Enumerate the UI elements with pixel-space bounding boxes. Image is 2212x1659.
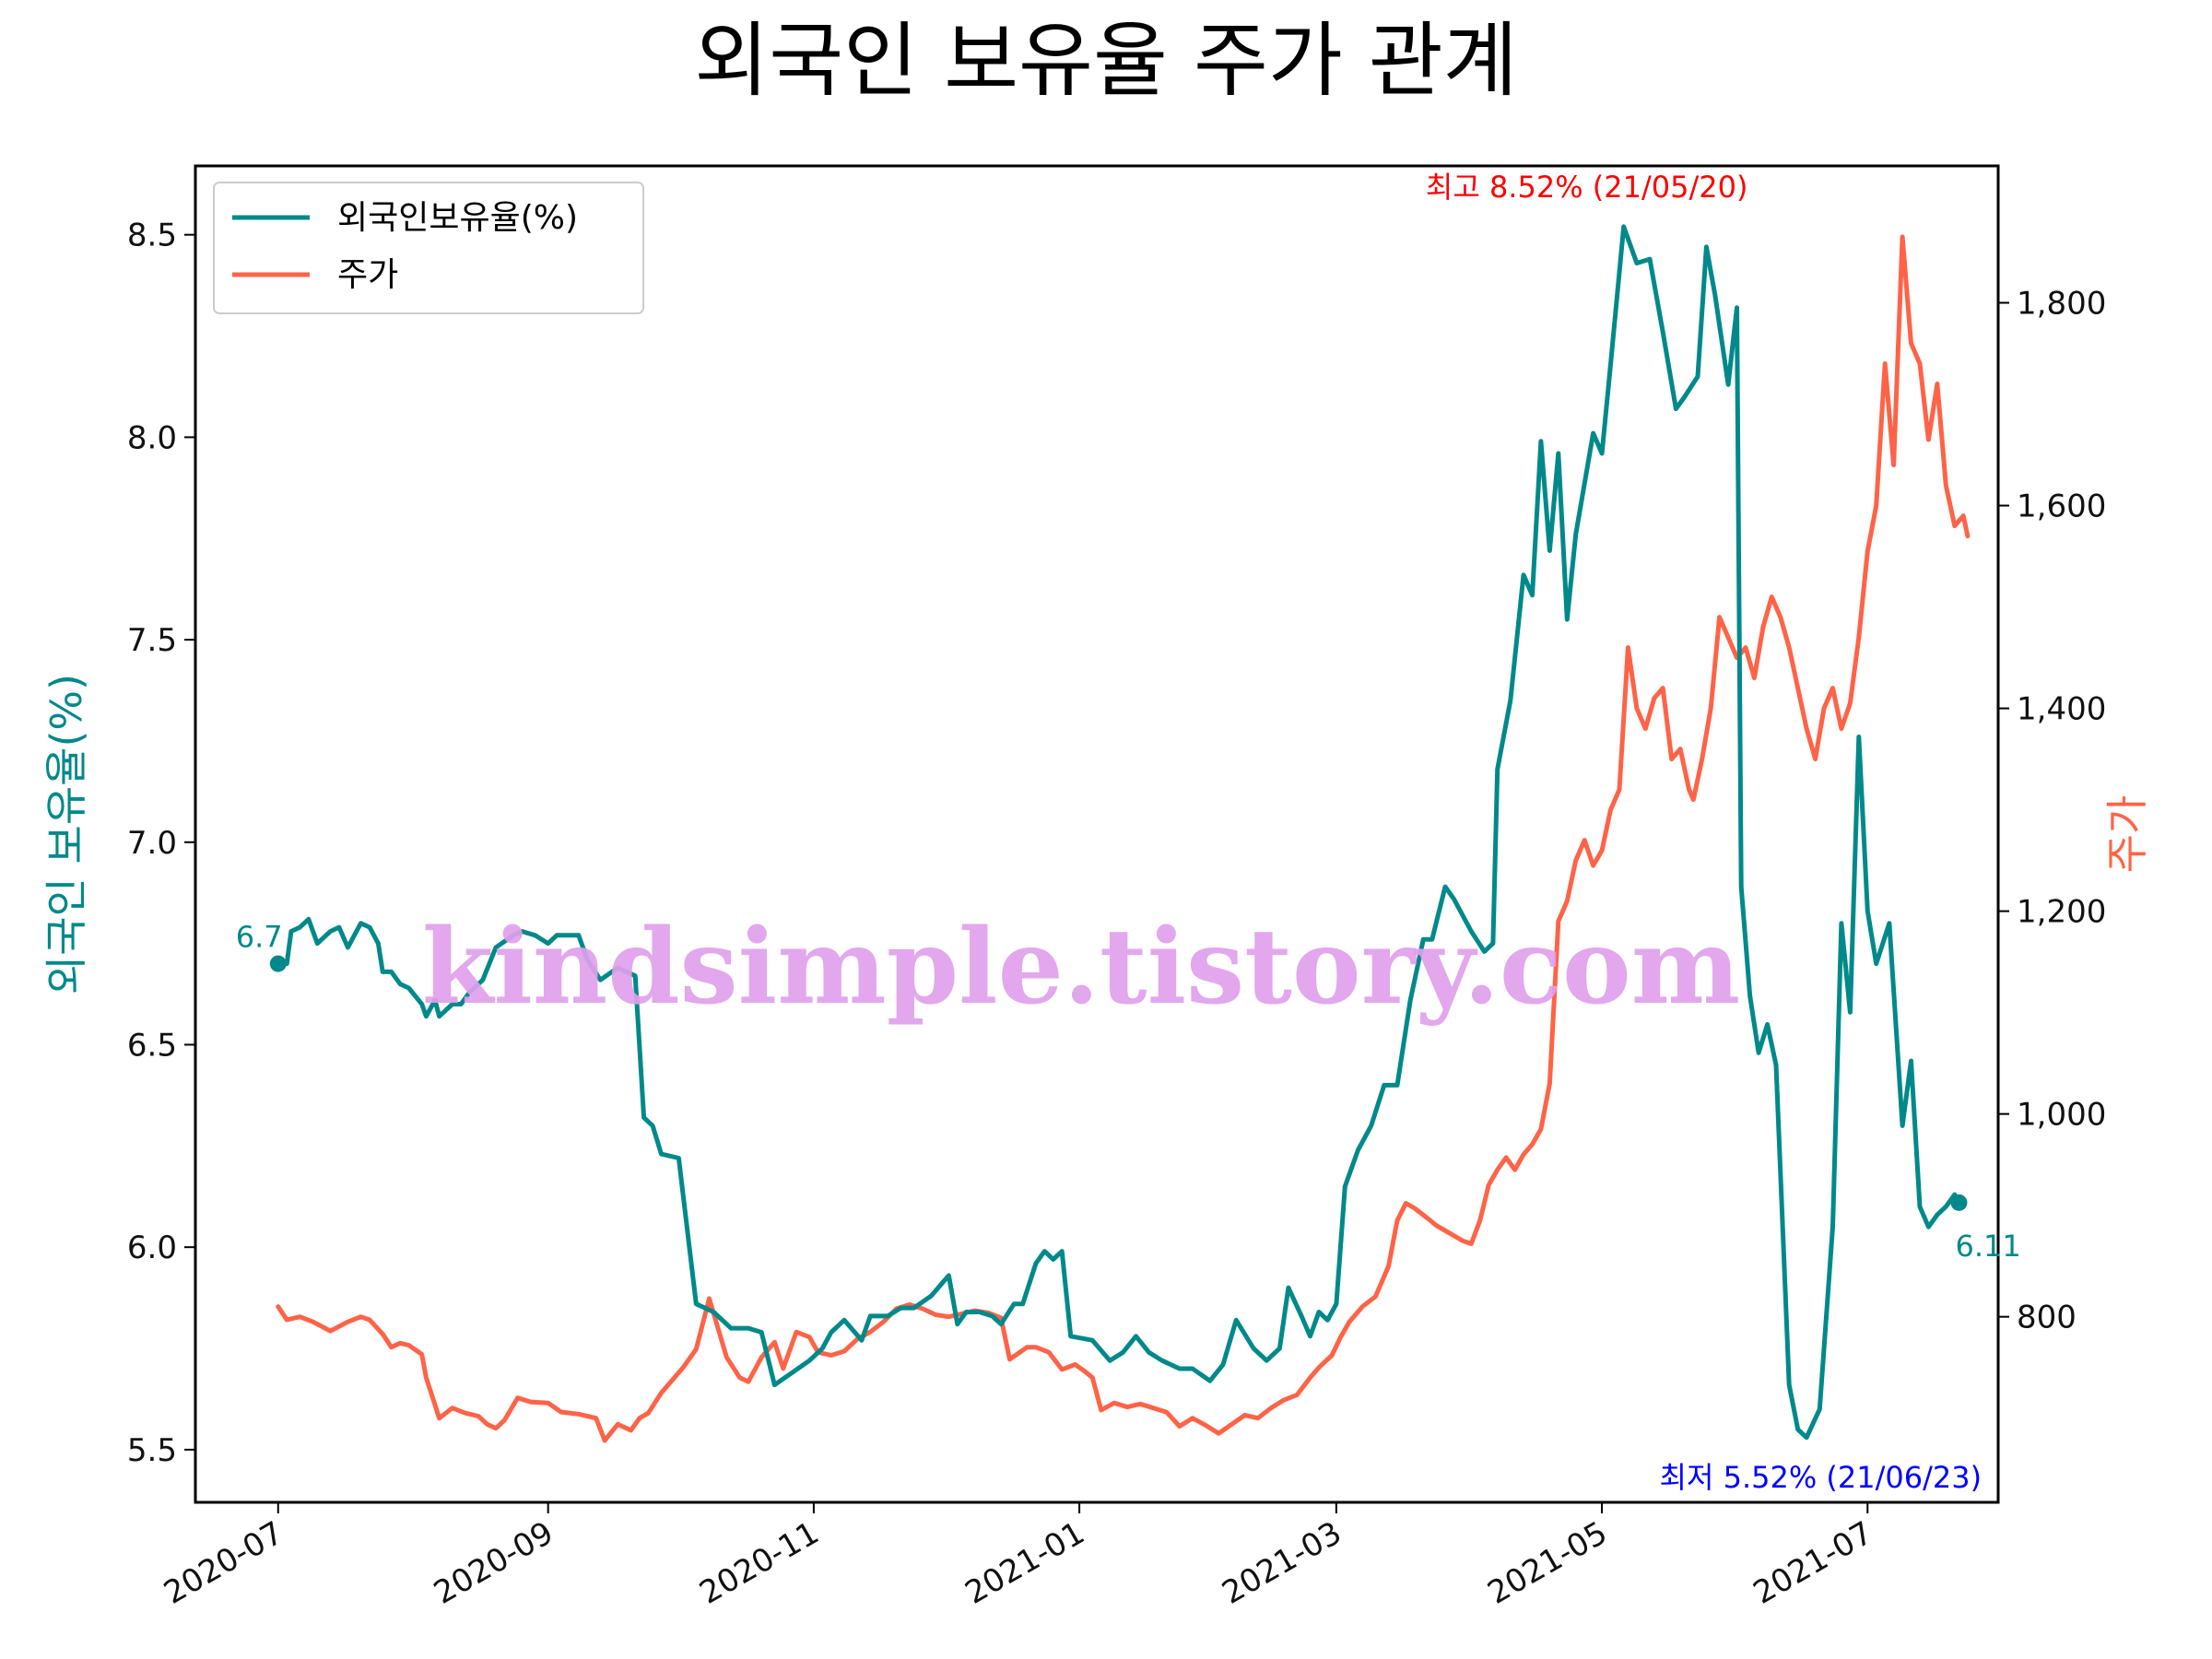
y-right-tick-label: 1,800 [2017, 286, 2106, 323]
y-left-tick-label: 6.0 [127, 1230, 177, 1266]
y-right-tick-label: 1,000 [2017, 1097, 2106, 1134]
end-value-label: 6.11 [1955, 1229, 2020, 1264]
series-line-price [276, 234, 1971, 1443]
y-right-ticks: 800 1,000 1,200 1,400 1,600 1,800 [1998, 286, 2106, 1336]
max-value-label: 최고 8.52% (21/05/20) [1426, 170, 1748, 205]
y-left-tick-label: 6.5 [127, 1027, 177, 1064]
y-left-tick-label: 8.0 [127, 419, 177, 456]
y-left-tick-label: 7.0 [127, 825, 177, 862]
y-right-tick-label: 1,400 [2017, 691, 2106, 728]
series-line-foreign [276, 224, 1961, 1441]
legend-box [213, 182, 644, 314]
legend: 외국인보유율(%) 주가 [213, 182, 644, 314]
y-right-tick-label: 1,200 [2017, 894, 2106, 931]
y-left-tick-label: 7.5 [127, 622, 177, 659]
y-right-tick-label: 800 [2017, 1300, 2077, 1336]
plot-frame [194, 164, 2000, 1504]
y-left-ticks: 5.5 6.0 6.5 7.0 7.5 8.0 8.5 [127, 218, 195, 1469]
y-right-tick-label: 1,600 [2017, 488, 2106, 525]
annotation-layer: 6.7 6.11 최고 8.52% (21/05/20) 최저 5.52% (21/0… [236, 170, 2021, 1495]
chart-title: 외국인 보유율 주가 관계 [694, 13, 1518, 108]
y-axis-left-label: 외국인 보유율(%) [41, 674, 91, 994]
start-value-label: 6.7 [236, 920, 283, 955]
y-left-tick-label: 8.5 [127, 218, 177, 254]
watermark-text: kindsimple.tistory.com [422, 907, 1741, 1028]
end-point-marker [1950, 1194, 1968, 1211]
y-axis-right-label: 주가 [2102, 795, 2152, 874]
legend-label-price: 주가 [337, 256, 398, 294]
y-left-tick-label: 5.5 [127, 1432, 177, 1469]
min-value-label: 최저 5.52% (21/06/23) [1660, 1460, 1983, 1495]
start-point-marker [269, 955, 287, 972]
legend-label-foreign: 외국인보유율(%) [337, 199, 578, 237]
series-layer [276, 224, 1971, 1443]
